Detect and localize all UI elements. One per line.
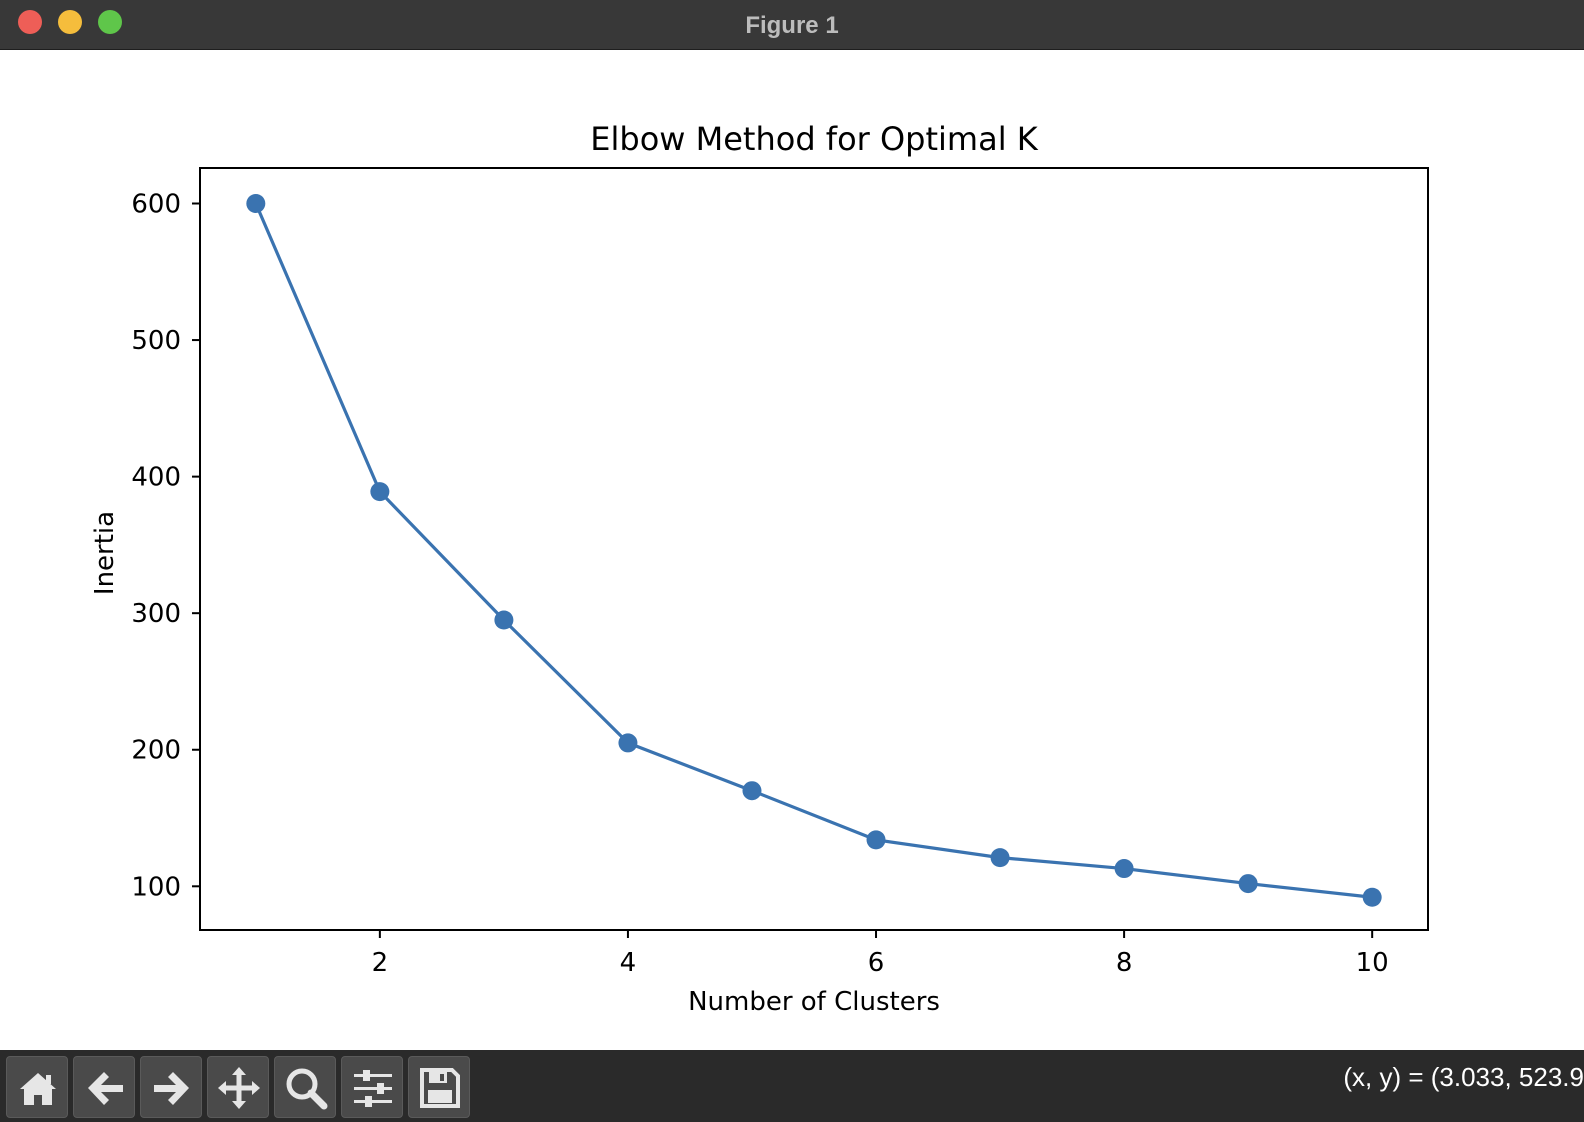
navigation-toolbar bbox=[0, 1050, 1584, 1122]
data-point-marker bbox=[1362, 887, 1382, 907]
y-tick-label: 400 bbox=[131, 463, 181, 493]
data-markers bbox=[246, 194, 1382, 907]
axes-frame bbox=[199, 167, 1429, 931]
data-point-marker bbox=[990, 848, 1010, 868]
x-tick-label: 8 bbox=[1116, 948, 1133, 978]
x-tick-label: 6 bbox=[868, 948, 885, 978]
data-point-marker bbox=[494, 610, 514, 630]
save-floppy-icon bbox=[420, 1068, 460, 1108]
data-point-marker bbox=[1238, 874, 1258, 894]
x-tick-label: 4 bbox=[620, 948, 637, 978]
zoom-magnifier-icon bbox=[286, 1068, 328, 1110]
elbow-chart: 2 4 6 8 10 100 200 300 400 500 600 Elbow Method f… bbox=[90, 120, 1429, 1017]
data-point-marker bbox=[246, 194, 266, 214]
y-tick-label: 600 bbox=[131, 190, 181, 220]
save-button[interactable] bbox=[408, 1056, 470, 1118]
x-axis: 2 4 6 8 10 bbox=[372, 930, 1389, 978]
y-tick-label: 500 bbox=[131, 326, 181, 356]
data-point-marker bbox=[742, 781, 762, 801]
y-tick-label: 300 bbox=[131, 599, 181, 629]
forward-button[interactable] bbox=[140, 1056, 202, 1118]
back-arrow-icon bbox=[88, 1072, 123, 1105]
title-bar[interactable]: Figure 1 bbox=[0, 0, 1584, 50]
pan-button[interactable] bbox=[207, 1056, 269, 1118]
forward-arrow-icon bbox=[154, 1072, 189, 1105]
close-window-button[interactable] bbox=[18, 10, 42, 34]
x-tick-label: 2 bbox=[372, 948, 389, 978]
y-axis-label: Inertia bbox=[90, 511, 120, 595]
data-point-marker bbox=[1114, 859, 1134, 879]
pan-move-icon bbox=[218, 1067, 260, 1109]
x-tick-label: 10 bbox=[1356, 948, 1389, 978]
chart-title: Elbow Method for Optimal K bbox=[590, 120, 1038, 158]
y-tick-label: 100 bbox=[131, 872, 181, 902]
minimize-window-button[interactable] bbox=[58, 10, 82, 34]
back-button[interactable] bbox=[73, 1056, 135, 1118]
configure-subplots-button[interactable] bbox=[341, 1056, 403, 1118]
configure-subplots-icon bbox=[354, 1070, 392, 1107]
data-point-marker bbox=[866, 830, 886, 850]
figure-canvas[interactable]: 2 4 6 8 10 100 200 300 400 500 600 Elbow Method f… bbox=[0, 50, 1584, 1050]
x-axis-label: Number of Clusters bbox=[688, 987, 940, 1017]
home-icon bbox=[20, 1073, 56, 1105]
data-point-marker bbox=[618, 733, 638, 753]
maximize-window-button[interactable] bbox=[98, 10, 122, 34]
window-title: Figure 1 bbox=[745, 12, 839, 39]
zoom-button[interactable] bbox=[274, 1056, 336, 1118]
home-button[interactable] bbox=[6, 1056, 68, 1118]
y-tick-label: 200 bbox=[131, 736, 181, 766]
data-point-marker bbox=[370, 482, 390, 502]
y-axis: 100 200 300 400 500 600 bbox=[131, 190, 200, 902]
cursor-coordinates: (x, y) = (3.033, 523.9 bbox=[1343, 1062, 1584, 1092]
series-line bbox=[254, 202, 1373, 899]
